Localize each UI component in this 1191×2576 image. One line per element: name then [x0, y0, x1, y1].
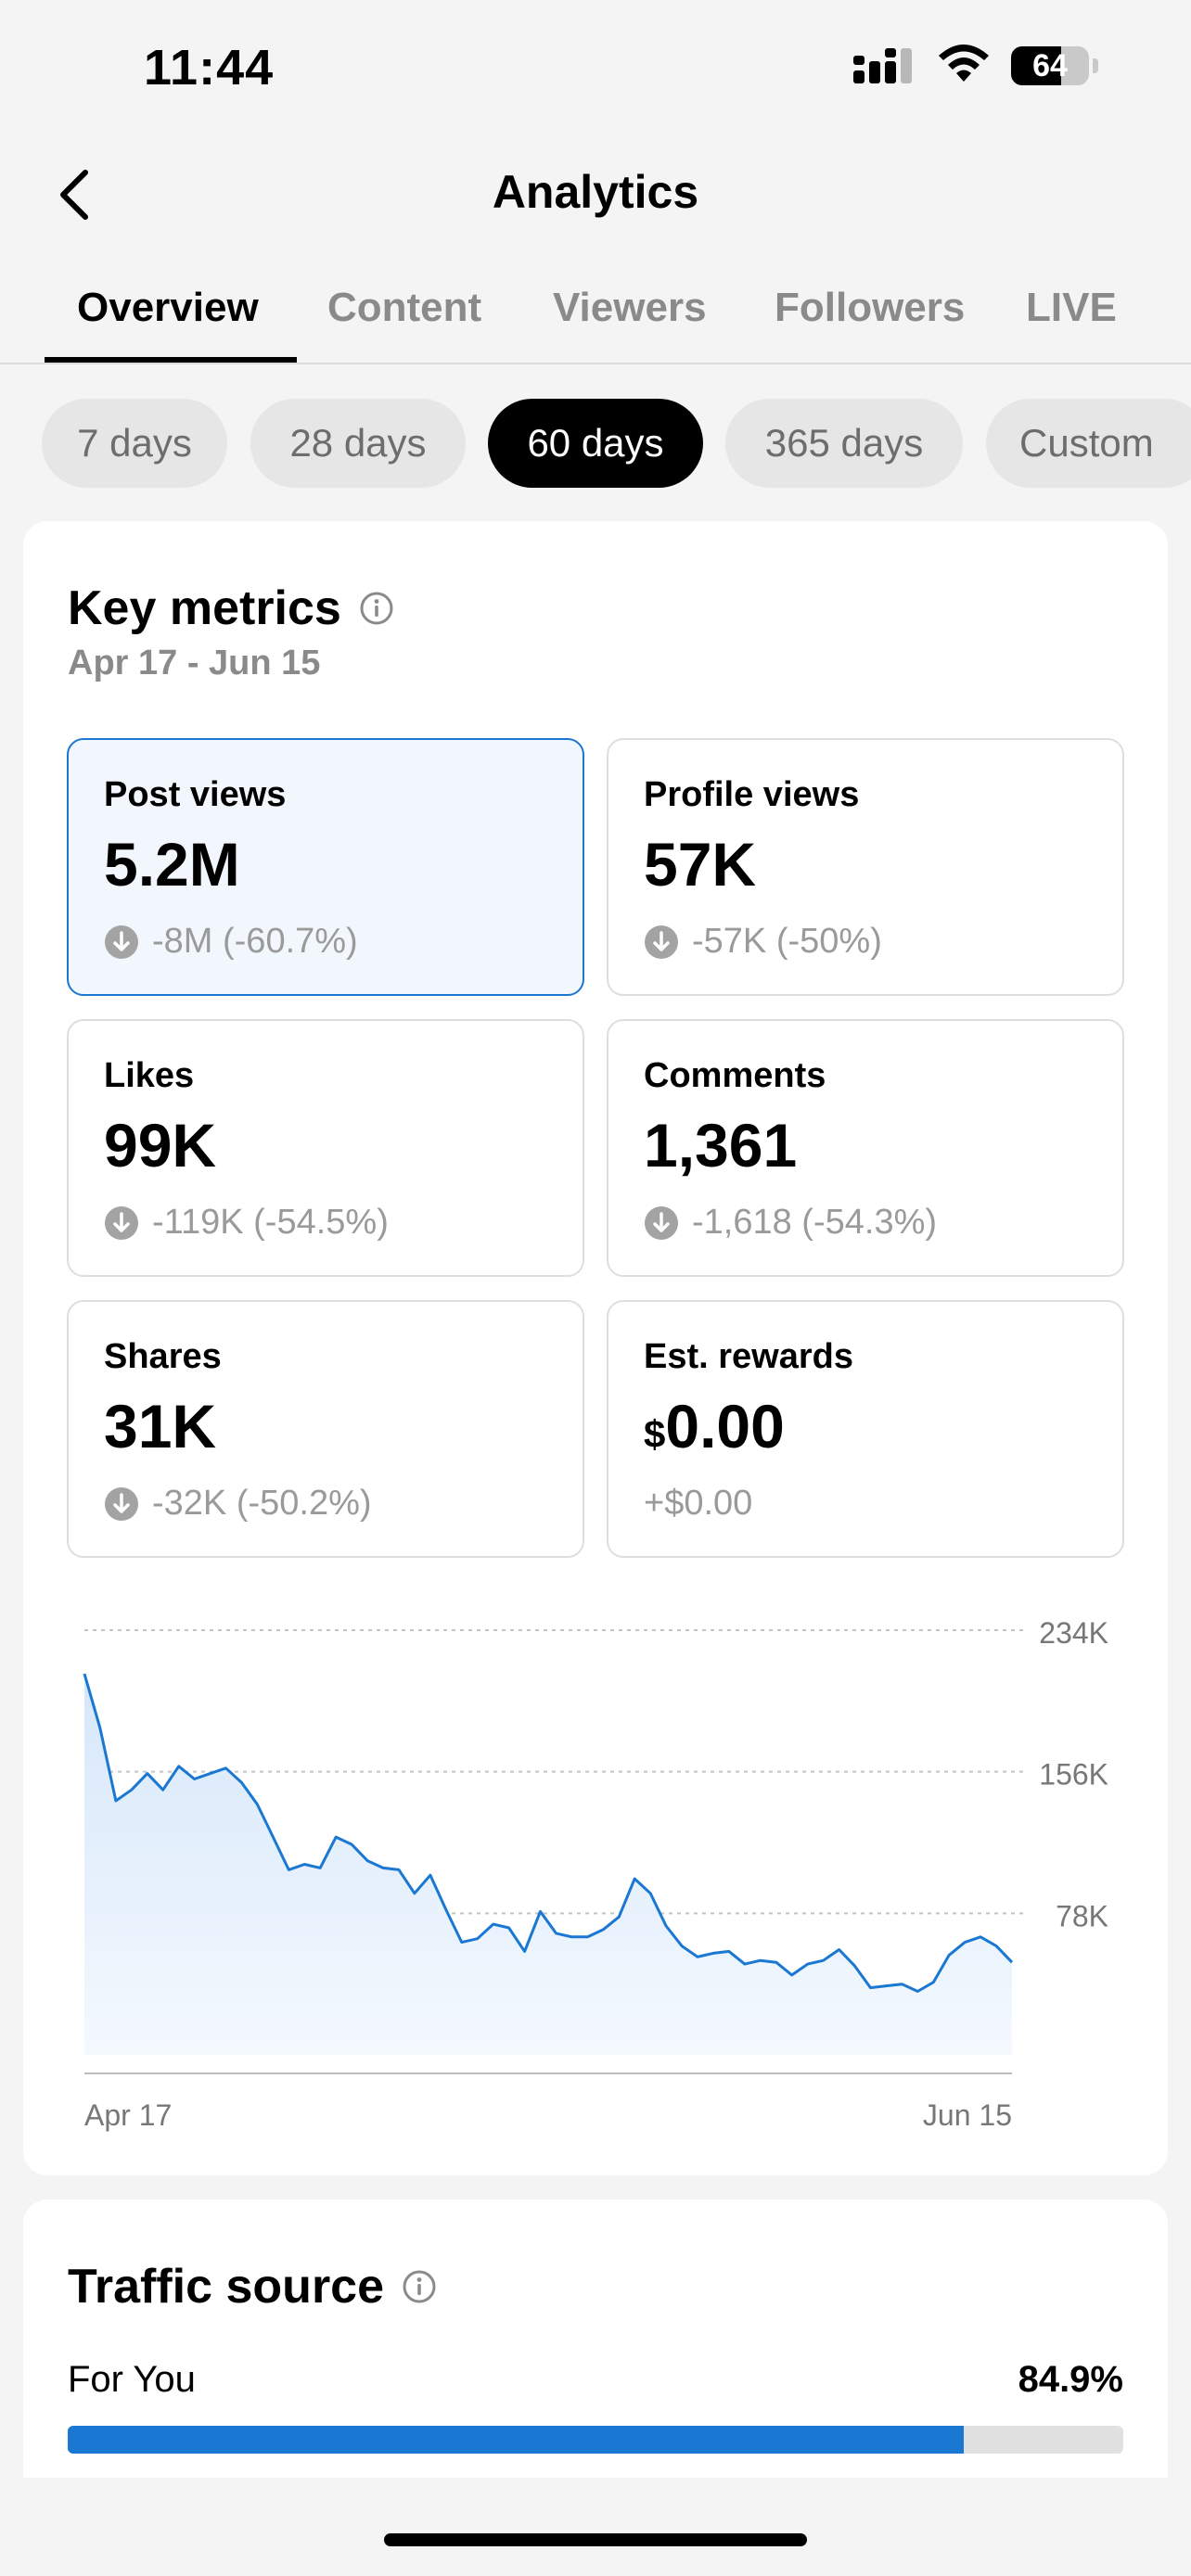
tab-overview[interactable]: Overview [77, 285, 259, 330]
metric-value: 1,361 [644, 1111, 798, 1180]
battery-icon: 64 [1011, 45, 1098, 87]
traffic-source-heading: Traffic source [68, 2259, 438, 2315]
header: Analytics [0, 148, 1191, 241]
tab-content[interactable]: Content [327, 285, 482, 330]
metric-value: 99K [104, 1111, 217, 1180]
metric-label: Profile views [644, 775, 860, 814]
chart-x-start-label: Apr 17 [84, 2098, 172, 2132]
chart-area-fill [84, 1674, 1012, 2055]
status-time: 11:44 [144, 40, 275, 96]
metric-label: Likes [104, 1056, 195, 1095]
traffic-source-value: 84.9% [1018, 2359, 1123, 2400]
metric-change-text: -119K (-54.5%) [152, 1203, 389, 1242]
metric-change: -119K (-54.5%) [104, 1203, 389, 1243]
home-indicator[interactable] [384, 2533, 807, 2546]
traffic-source-bar-fill [68, 2426, 965, 2454]
metric-change: -1,618 (-54.3%) [644, 1203, 937, 1243]
chart-x-end-label: Jun 15 [923, 2098, 1012, 2132]
chart-y-tick-label: 156K [1039, 1758, 1108, 1792]
metric-change: -32K (-50.2%) [104, 1484, 372, 1524]
arrow-down-circle-icon [105, 1205, 138, 1240]
traffic-source-title: Traffic source [68, 2260, 385, 2314]
metric-value: 5.2M [104, 830, 240, 899]
metric-tile-comments[interactable]: Comments 1,361 -1,618 (-54.3%) [607, 1019, 1124, 1277]
metric-change-text: -1,618 (-54.3%) [692, 1203, 938, 1242]
period-chip-60-days[interactable]: 60 days [488, 399, 703, 488]
info-icon[interactable] [358, 590, 395, 627]
chevron-left-icon [60, 170, 88, 220]
metric-change: -57K (-50%) [644, 922, 882, 962]
page-title: Analytics [492, 166, 699, 218]
arrow-down-circle-icon [645, 1205, 678, 1240]
metric-change: -8M (-60.7%) [104, 922, 358, 962]
metric-value: 31K [104, 1392, 217, 1460]
tab-live[interactable]: LIVE [1026, 285, 1117, 330]
arrow-down-circle-icon [645, 925, 678, 959]
metric-change-text: -8M (-60.7%) [152, 922, 358, 961]
tab-viewers[interactable]: Viewers [553, 285, 707, 330]
currency-symbol: $ [644, 1412, 666, 1456]
period-chip-365-days[interactable]: 365 days [725, 399, 963, 488]
tab-followers[interactable]: Followers [775, 285, 966, 330]
metric-label: Est. rewards [644, 1337, 853, 1376]
period-selector: 7 days 28 days 60 days 365 days Custom [0, 399, 1191, 488]
metric-tile-likes[interactable]: Likes 99K -119K (-54.5%) [67, 1019, 584, 1277]
active-tab-indicator [45, 357, 297, 363]
metric-tile-est-rewards[interactable]: Est. rewards $0.00 +$0.00 [607, 1300, 1124, 1558]
info-icon[interactable] [401, 2268, 438, 2305]
chart-y-tick-label: 234K [1039, 1616, 1108, 1650]
period-chip-custom[interactable]: Custom [986, 399, 1191, 488]
metric-value: $0.00 [644, 1391, 785, 1461]
traffic-source-label: For You [68, 2359, 196, 2400]
chart-y-tick-label: 78K [1056, 1899, 1108, 1932]
date-range: Apr 17 - Jun 15 [68, 644, 321, 682]
key-metrics-title: Key metrics [68, 581, 341, 635]
traffic-source-bar [68, 2426, 1123, 2454]
metric-label: Post views [104, 775, 287, 814]
metric-tile-profile-views[interactable]: Profile views 57K -57K (-50%) [607, 738, 1124, 996]
status-bar: 11:44 64 [0, 0, 1191, 139]
metric-value-amount: 0.00 [665, 1392, 785, 1460]
battery-level: 64 [1032, 48, 1068, 83]
metric-change-text: -57K (-50%) [692, 922, 882, 961]
status-icons: 64 [852, 45, 1098, 87]
key-metrics-heading: Key metrics [68, 580, 395, 636]
metric-change-text: -32K (-50.2%) [152, 1484, 372, 1523]
chart-series-line [83, 1673, 1014, 1993]
wifi-icon [939, 45, 989, 82]
key-metrics-card: Key metrics Apr 17 - Jun 15 Post views 5… [23, 521, 1168, 2175]
metric-change-text: +$0.00 [644, 1484, 753, 1523]
metric-label: Shares [104, 1337, 222, 1376]
arrow-down-circle-icon [105, 925, 138, 959]
tab-bar: Overview Content Viewers Followers LIVE [0, 264, 1191, 364]
traffic-source-card: Traffic source For You 84.9% [23, 2200, 1168, 2478]
metric-value: 57K [644, 830, 757, 899]
back-button[interactable] [37, 158, 111, 232]
metric-tile-post-views[interactable]: Post views 5.2M -8M (-60.7%) [67, 738, 584, 996]
post-views-chart: 234K 156K 78K Apr 17 Jun 15 [83, 1616, 1108, 2132]
period-chip-7-days[interactable]: 7 days [42, 399, 227, 488]
arrow-down-circle-icon [105, 1486, 138, 1521]
cellular-signal-icon [853, 48, 912, 83]
metric-tile-shares[interactable]: Shares 31K -32K (-50.2%) [67, 1300, 584, 1558]
period-chip-28-days[interactable]: 28 days [250, 399, 466, 488]
metric-change: +$0.00 [644, 1484, 752, 1524]
metric-label: Comments [644, 1056, 826, 1095]
